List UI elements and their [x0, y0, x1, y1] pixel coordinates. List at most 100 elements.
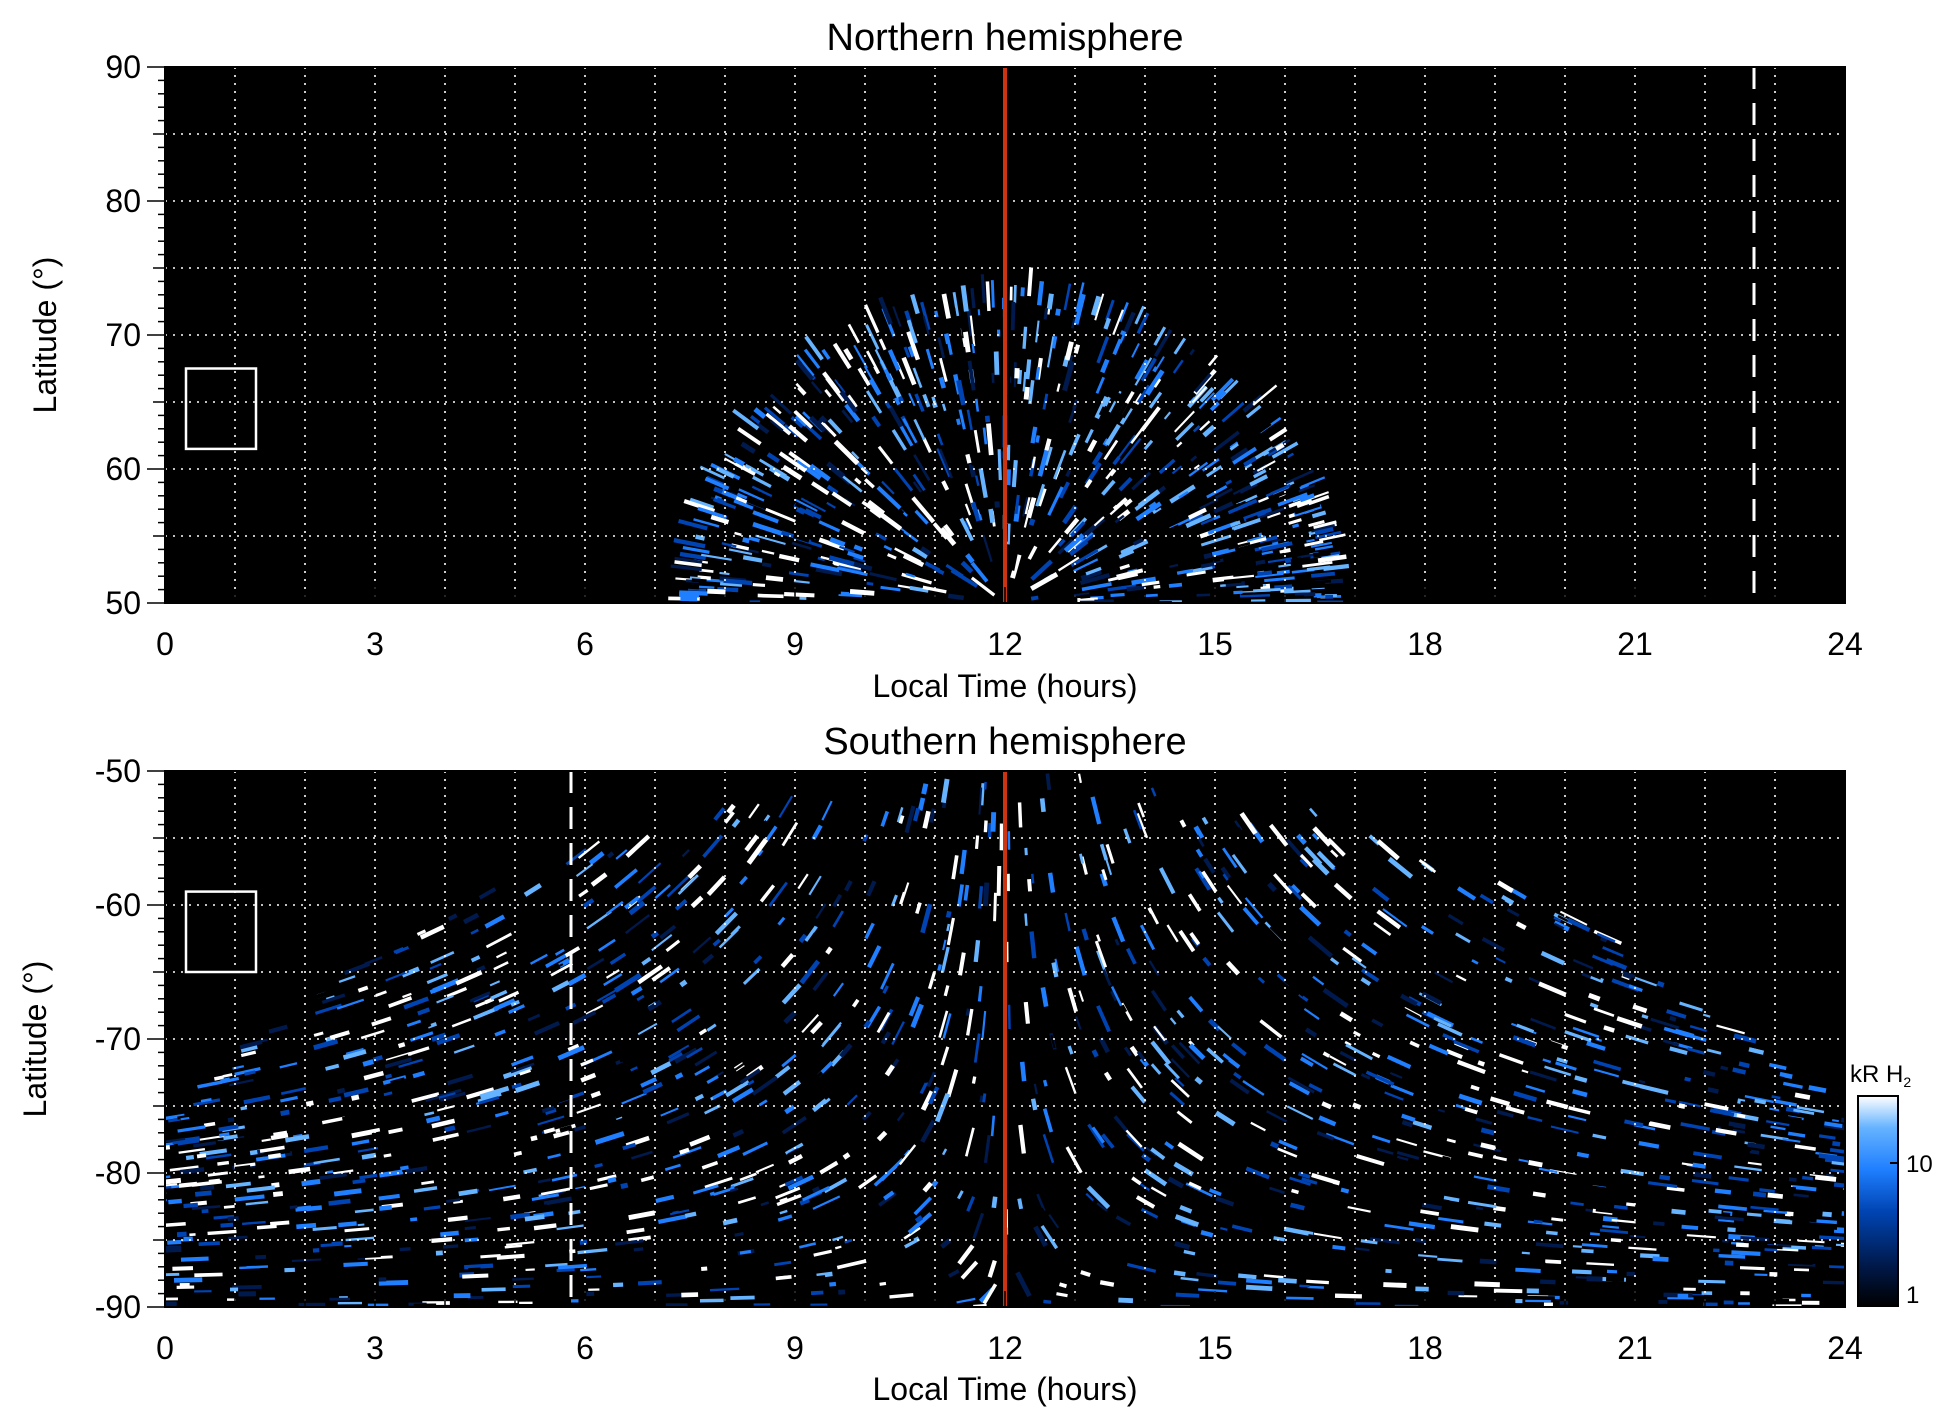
emission-streak	[1148, 391, 1163, 409]
emission-streak	[849, 589, 875, 596]
emission-streak	[1656, 980, 1665, 988]
emission-streak	[815, 903, 827, 919]
emission-streak	[977, 396, 984, 426]
emission-streak	[896, 1111, 905, 1122]
emission-streak	[758, 993, 774, 1009]
x-tick-label: 0	[156, 1330, 174, 1366]
emission-streak	[1178, 929, 1196, 953]
emission-streak	[1304, 540, 1324, 547]
emission-streak	[1132, 537, 1144, 546]
emission-streak	[417, 1007, 431, 1016]
emission-streak	[1533, 1219, 1543, 1224]
emission-streak	[1287, 884, 1303, 900]
emission-streak	[1174, 1077, 1185, 1087]
emission-streak	[1475, 1206, 1484, 1211]
emission-streak	[1074, 406, 1088, 429]
emission-streak	[320, 1241, 343, 1248]
emission-streak	[1158, 447, 1169, 458]
emission-streak	[768, 473, 781, 483]
emission-streak	[234, 1164, 251, 1171]
emission-streak	[1748, 1047, 1765, 1055]
emission-streak	[385, 970, 410, 982]
emission-streak	[742, 555, 763, 563]
emission-streak	[409, 1022, 432, 1034]
emission-streak	[1532, 1191, 1546, 1198]
emission-streak	[1248, 422, 1272, 440]
emission-streak	[496, 892, 524, 912]
emission-streak	[220, 1211, 233, 1216]
emission-streak	[906, 331, 921, 361]
emission-streak	[378, 1193, 400, 1201]
emission-streak	[1310, 872, 1331, 892]
emission-streak	[625, 834, 651, 858]
emission-streak	[168, 1118, 181, 1123]
emission-streak	[1240, 591, 1272, 596]
emission-streak	[630, 986, 643, 996]
emission-streak	[530, 1135, 538, 1142]
emission-streak	[694, 1093, 705, 1102]
emission-streak	[328, 1096, 342, 1103]
emission-streak	[590, 872, 608, 887]
emission-streak	[655, 875, 675, 894]
emission-streak	[529, 953, 548, 965]
emission-streak	[737, 1196, 757, 1205]
y-tick-label: 90	[105, 49, 141, 85]
emission-streak	[1763, 1111, 1777, 1118]
emission-streak	[1238, 1273, 1257, 1280]
emission-streak	[1630, 1156, 1645, 1161]
emission-streak	[794, 358, 814, 381]
emission-streak	[1158, 867, 1176, 895]
emission-streak	[1738, 1061, 1750, 1069]
emission-streak	[1103, 317, 1112, 330]
emission-streak	[867, 499, 886, 516]
emission-streak	[1727, 1227, 1736, 1233]
emission-streak	[1525, 1177, 1537, 1183]
emission-streak	[550, 962, 574, 977]
emission-streak	[1033, 1083, 1038, 1095]
emission-streak	[917, 797, 926, 811]
emission-streak	[1704, 1102, 1729, 1111]
emission-streak	[689, 497, 715, 509]
emission-streak	[498, 1096, 513, 1105]
emission-streak	[1784, 1186, 1797, 1190]
emission-streak	[910, 293, 920, 315]
emission-streak	[601, 993, 617, 1004]
emission-streak	[220, 1222, 234, 1228]
emission-streak	[1479, 1258, 1497, 1265]
emission-streak	[1400, 993, 1418, 1007]
emission-streak	[708, 541, 718, 546]
emission-streak	[915, 902, 922, 915]
emission-streak	[1176, 568, 1194, 575]
emission-streak	[1509, 887, 1527, 900]
emission-streak	[1730, 1076, 1749, 1083]
emission-streak	[1014, 494, 1020, 515]
emission-streak	[734, 461, 757, 476]
emission-streak	[1196, 593, 1211, 597]
emission-streak	[1702, 1069, 1716, 1077]
emission-streak	[1037, 488, 1047, 507]
emission-streak	[1736, 1242, 1749, 1248]
emission-streak	[196, 1153, 207, 1159]
emission-streak	[1100, 358, 1110, 374]
emission-streak	[1678, 1103, 1686, 1110]
emission-streak	[811, 481, 830, 496]
emission-streak	[1669, 1046, 1688, 1056]
emission-streak	[776, 1193, 802, 1207]
emission-streak	[537, 1178, 551, 1184]
emission-streak	[606, 851, 615, 859]
emission-streak	[187, 1094, 209, 1101]
emission-streak	[1119, 407, 1133, 425]
emission-streak	[1529, 1070, 1560, 1083]
emission-streak	[784, 1175, 804, 1187]
emission-streak	[746, 837, 769, 865]
emission-streak	[1292, 523, 1300, 529]
emission-streak	[1360, 1239, 1378, 1245]
emission-streak	[1116, 434, 1136, 460]
emission-streak	[1360, 1073, 1371, 1080]
emission-streak	[912, 473, 926, 492]
emission-streak	[1545, 1259, 1562, 1265]
emission-streak	[658, 1275, 681, 1283]
emission-streak	[419, 924, 445, 940]
emission-streak	[714, 911, 739, 936]
emission-streak	[757, 849, 764, 857]
